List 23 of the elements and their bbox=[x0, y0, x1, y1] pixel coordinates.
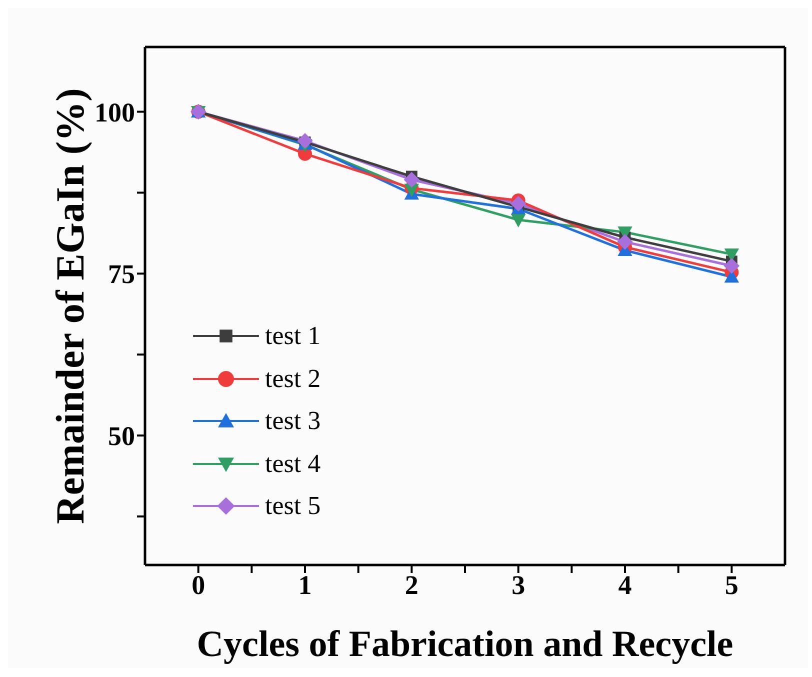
point bbox=[617, 234, 633, 250]
y-axis-title: Remainder of EGaIn (%) bbox=[48, 88, 92, 524]
point bbox=[511, 214, 526, 227]
x-tick-label: 3 bbox=[512, 570, 526, 600]
y-tick-label: 100 bbox=[94, 97, 135, 128]
x-tick-label: 4 bbox=[618, 570, 632, 600]
x-tick-label: 0 bbox=[192, 570, 206, 600]
legend-label: test 1 bbox=[265, 321, 321, 352]
x-tick-label: 1 bbox=[298, 570, 312, 600]
point bbox=[510, 196, 526, 212]
x-axis-title: Cycles of Fabrication and Recycle bbox=[196, 624, 734, 665]
point bbox=[297, 133, 313, 149]
point bbox=[404, 172, 420, 188]
legend-label: test 2 bbox=[265, 364, 321, 394]
legend-label: test 4 bbox=[265, 448, 321, 479]
legend-label: test 5 bbox=[265, 491, 321, 522]
point bbox=[724, 248, 739, 262]
y-tick-label: 50 bbox=[108, 421, 135, 452]
x-tick-label: 2 bbox=[404, 570, 418, 600]
x-tick-label: 5 bbox=[724, 570, 738, 600]
legend-label: test 3 bbox=[265, 406, 321, 436]
point bbox=[724, 258, 740, 274]
y-tick-label: 75 bbox=[108, 259, 135, 290]
